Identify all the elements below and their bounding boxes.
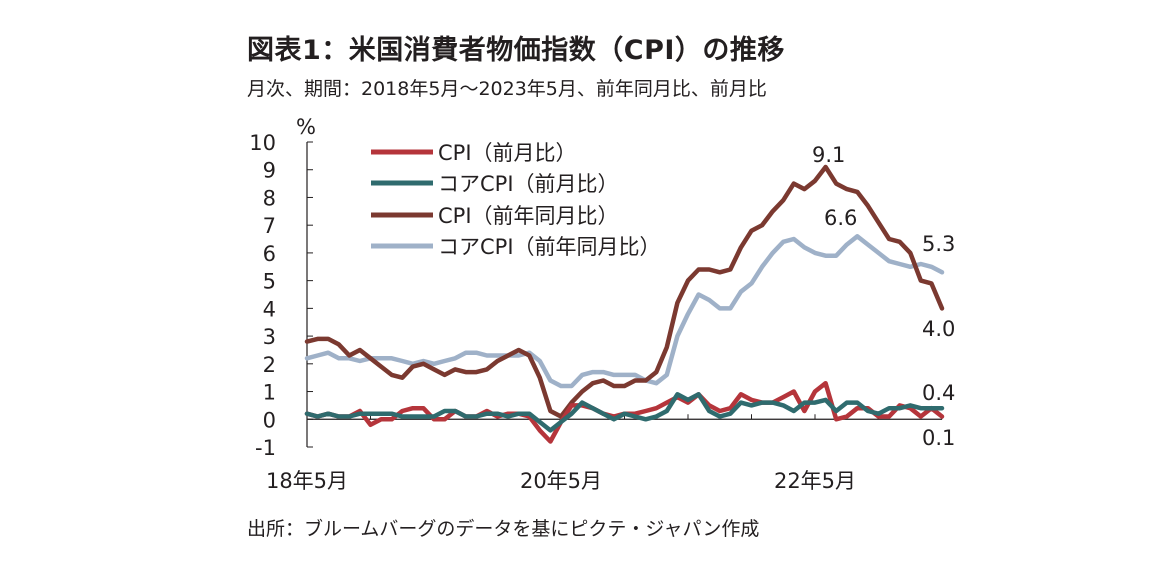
legend-label-cpi-yoy: CPI（前年同月比）	[438, 204, 619, 228]
y-tick-label: 8	[263, 186, 276, 210]
x-tick-label: 20年5月	[520, 469, 602, 493]
chart-title: 図表1：米国消費者物価指数（CPI）の推移	[247, 35, 785, 66]
label-core-cpi-yoy-peak: 6.6	[824, 206, 857, 230]
label-cpi-yoy-latest: 4.0	[922, 317, 955, 341]
series-line-core-cpi-yoy	[304, 234, 945, 389]
y-tick-label: 3	[263, 325, 276, 349]
legend-label-core-cpi-yoy: コアCPI（前年同月比）	[438, 235, 661, 259]
y-tick-label: -1	[255, 436, 276, 460]
label-core-cpi-mom-latest: 0.4	[922, 381, 955, 405]
label-cpi-yoy-peak: 9.1	[812, 143, 845, 167]
y-tick-label: 4	[263, 297, 276, 321]
y-axis-unit-label: %	[296, 115, 316, 139]
chart-subtitle: 月次、期間：2018年5月～2023年5月、前年同月比、前月比	[247, 78, 767, 100]
x-tick-label: 18年5月	[266, 469, 348, 493]
label-core-cpi-yoy-latest: 5.3	[922, 232, 955, 256]
legend-label-core-cpi-mom: コアCPI（前月比）	[438, 172, 619, 196]
x-tick-label: 22年5月	[774, 469, 856, 493]
legend: CPI（前月比） コアCPI（前月比） CPI（前年同月比） コアCPI（前年同…	[371, 141, 661, 259]
y-tick-label: 2	[263, 353, 276, 377]
series-line-cpi-yoy	[304, 164, 945, 419]
series-line-core-cpi-mom	[304, 392, 945, 433]
label-cpi-mom-latest: 0.1	[922, 426, 955, 450]
y-tick-label: 0	[263, 408, 276, 432]
series-layer	[304, 164, 945, 444]
legend-label-cpi-mom: CPI（前月比）	[438, 141, 577, 165]
y-tick-label: 6	[263, 242, 276, 266]
y-tick-label: 9	[263, 159, 276, 183]
y-tick-label: 1	[263, 381, 276, 405]
y-tick-label: 7	[263, 214, 276, 238]
y-tick-label: 10	[249, 131, 276, 155]
chart-source-note: 出所：ブルームバーグのデータを基にピクテ・ジャパン作成	[247, 518, 760, 540]
y-tick-label: 5	[263, 270, 276, 294]
